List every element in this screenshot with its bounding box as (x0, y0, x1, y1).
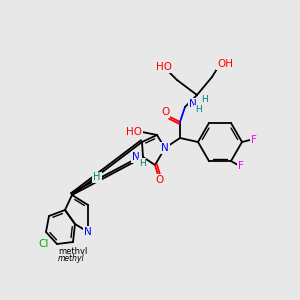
Text: O: O (161, 107, 169, 117)
Text: H: H (93, 172, 101, 182)
Text: N: N (161, 143, 169, 153)
Text: Cl: Cl (39, 239, 49, 249)
Text: F: F (251, 135, 257, 145)
Text: N: N (132, 152, 140, 162)
Text: methyl: methyl (58, 254, 84, 263)
Text: H: H (195, 106, 201, 115)
Text: H: H (139, 158, 145, 167)
Text: H: H (201, 95, 207, 104)
Text: OH: OH (217, 59, 233, 69)
Text: N: N (189, 99, 197, 109)
Text: methyl: methyl (58, 248, 88, 256)
Text: N: N (84, 227, 92, 237)
Text: F: F (238, 161, 244, 171)
Text: O: O (156, 175, 164, 185)
Text: HO: HO (156, 62, 172, 72)
Text: HO: HO (126, 127, 142, 137)
